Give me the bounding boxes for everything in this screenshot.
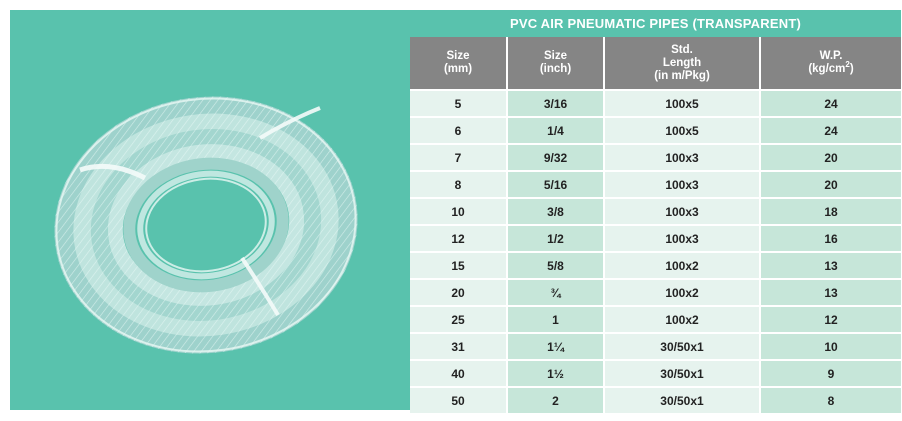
cell-size-mm: 40 xyxy=(410,359,508,387)
cell-size-inch: 5/16 xyxy=(507,170,605,198)
spec-table: Size (mm) Size (inch) Std. Length (in m/… xyxy=(410,37,901,413)
table-row: 40 1½ 30/50x1 9 xyxy=(410,359,901,387)
cell-size-mm: 15 xyxy=(410,251,508,279)
cell-wp: 10 xyxy=(760,332,901,360)
table-row: 8 5/16 100x3 20 xyxy=(410,170,901,198)
table-row: 20 ¾ 100x2 13 xyxy=(410,278,901,306)
table-row: 7 9/32 100x3 20 xyxy=(410,143,901,171)
cell-size-mm: 12 xyxy=(410,224,508,252)
table-row: 10 3/8 100x3 18 xyxy=(410,197,901,225)
cell-wp: 13 xyxy=(760,278,901,306)
cell-wp: 20 xyxy=(760,170,901,198)
cell-size-inch: 1/2 xyxy=(507,224,605,252)
cell-size-mm: 10 xyxy=(410,197,508,225)
cell-wp: 8 xyxy=(760,386,901,413)
table-title: PVC AIR PNEUMATIC PIPES (TRANSPARENT) xyxy=(410,10,901,37)
table-row: 15 5/8 100x2 13 xyxy=(410,251,901,279)
header-size-inch: Size (inch) xyxy=(507,37,605,90)
cell-size-inch: ¾ xyxy=(507,278,605,306)
cell-wp: 18 xyxy=(760,197,901,225)
cell-size-mm: 50 xyxy=(410,386,508,413)
header-working-pressure: W.P. (kg/cm2) xyxy=(760,37,901,90)
header-row: Size (mm) Size (inch) Std. Length (in m/… xyxy=(410,37,901,90)
coiled-hose-icon xyxy=(54,96,358,354)
cell-size-inch: 1½ xyxy=(507,359,605,387)
cell-wp: 12 xyxy=(760,305,901,333)
cell-size-inch: 1 xyxy=(507,305,605,333)
cell-size-mm: 31 xyxy=(410,332,508,360)
cell-length: 100x5 xyxy=(604,89,761,117)
cell-wp: 20 xyxy=(760,143,901,171)
table-row: 31 1¼ 30/50x1 10 xyxy=(410,332,901,360)
cell-wp: 24 xyxy=(760,89,901,117)
cell-size-inch: 1/4 xyxy=(507,116,605,144)
table-row: 6 1/4 100x5 24 xyxy=(410,116,901,144)
cell-size-mm: 6 xyxy=(410,116,508,144)
table-row: 12 1/2 100x3 16 xyxy=(410,224,901,252)
cell-length: 100x5 xyxy=(604,116,761,144)
cell-size-mm: 20 xyxy=(410,278,508,306)
cell-size-inch: 5/8 xyxy=(507,251,605,279)
table-row: 50 2 30/50x1 8 xyxy=(410,386,901,413)
header-std-length: Std. Length (in m/Pkg) xyxy=(604,37,761,90)
cell-length: 100x2 xyxy=(604,278,761,306)
spec-table-section: PVC AIR PNEUMATIC PIPES (TRANSPARENT) Si… xyxy=(410,10,901,413)
product-photo-panel xyxy=(10,10,410,410)
cell-length: 100x3 xyxy=(604,143,761,171)
cell-size-mm: 25 xyxy=(410,305,508,333)
cell-size-mm: 7 xyxy=(410,143,508,171)
table-row: 5 3/16 100x5 24 xyxy=(410,89,901,117)
cell-size-inch: 3/16 xyxy=(507,89,605,117)
cell-length: 100x2 xyxy=(604,251,761,279)
cell-length: 100x3 xyxy=(604,197,761,225)
cell-wp: 16 xyxy=(760,224,901,252)
cell-wp: 24 xyxy=(760,116,901,144)
cell-wp: 9 xyxy=(760,359,901,387)
cell-size-inch: 3/8 xyxy=(507,197,605,225)
cell-size-mm: 8 xyxy=(410,170,508,198)
cell-size-inch: 1¼ xyxy=(507,332,605,360)
cell-length: 30/50x1 xyxy=(604,359,761,387)
cell-length: 30/50x1 xyxy=(604,332,761,360)
cell-wp: 13 xyxy=(760,251,901,279)
header-size-mm: Size (mm) xyxy=(410,37,508,90)
cell-length: 100x2 xyxy=(604,305,761,333)
table-row: 25 1 100x2 12 xyxy=(410,305,901,333)
cell-size-mm: 5 xyxy=(410,89,508,117)
cell-size-inch: 2 xyxy=(507,386,605,413)
cell-length: 100x3 xyxy=(604,224,761,252)
cell-length: 100x3 xyxy=(604,170,761,198)
cell-length: 30/50x1 xyxy=(604,386,761,413)
cell-size-inch: 9/32 xyxy=(507,143,605,171)
